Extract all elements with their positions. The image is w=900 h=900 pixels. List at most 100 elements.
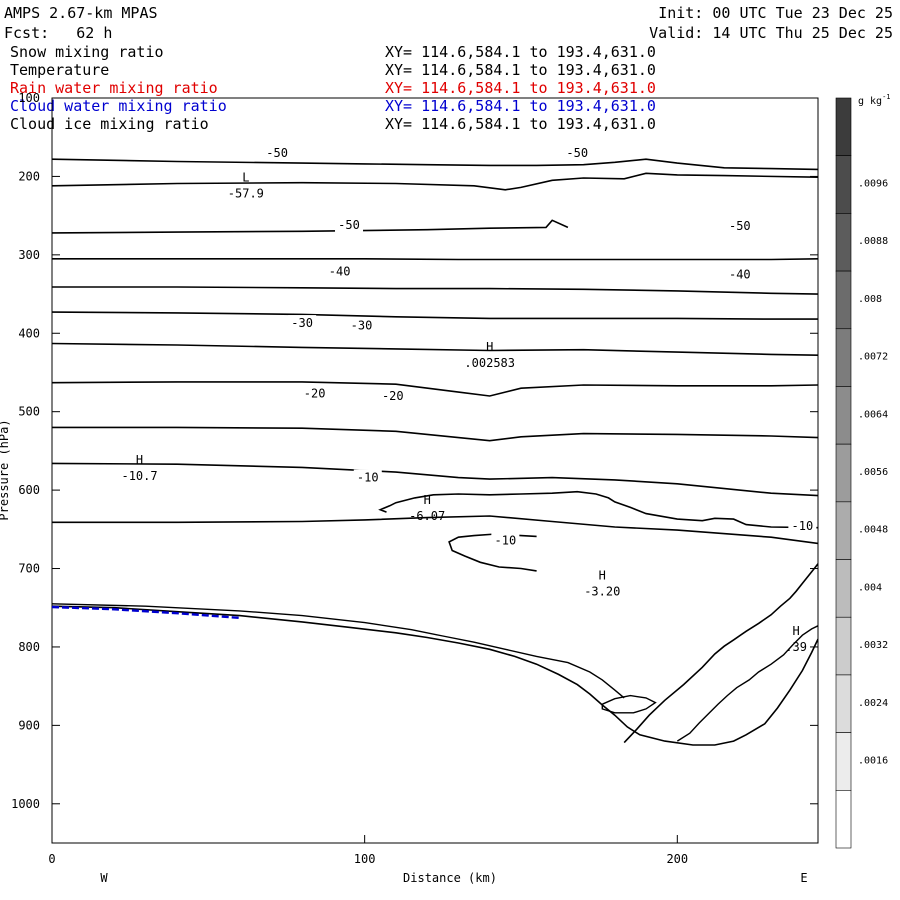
colorbar-unit: g kg-1 (858, 93, 891, 107)
contour-label-10: -10 (357, 471, 379, 485)
colorbar-label-7: .004 (858, 582, 882, 593)
contour-label-3: -50 (729, 219, 751, 233)
contour-label-bg-10 (353, 469, 382, 485)
colorbar-swatch-4 (835, 328, 852, 387)
surface-warm-contour (676, 625, 818, 742)
colorbar: .0096 .0088 .008 .0072 .0064 .0056 .0048 .004 .0… (835, 97, 888, 849)
cloud-water-contour (52, 605, 240, 620)
colorbar-swatch-8 (835, 559, 852, 618)
extremum-mark-4: H (599, 568, 606, 582)
y-tick-label-8: 900 (18, 718, 40, 732)
colorbar-swatch-12 (835, 790, 852, 849)
west-label: W (100, 871, 108, 885)
mountain-contour (623, 563, 818, 744)
colorbar-label-1: .0088 (858, 236, 888, 247)
contour-label-bg-6 (288, 315, 317, 331)
plot-frame (51, 97, 819, 844)
legend-label-snow: Snow mixing ratio (10, 43, 164, 61)
y-tick-label-4: 500 (18, 405, 40, 419)
colorbar-label-6: .0048 (858, 525, 888, 536)
contour-label-1: -50 (566, 146, 588, 160)
y-tick-label-2: 300 (18, 248, 40, 262)
contour-label-5: -40 (729, 267, 751, 281)
colorbar-unit-base: g kg (858, 96, 882, 107)
colorbar-swatch-1 (835, 155, 852, 214)
extremum-mark-1: H (486, 340, 493, 354)
y-tick-label-3: 400 (18, 326, 40, 340)
contour-label-0: -50 (266, 146, 288, 160)
y-axis-title: Pressure (hPa) (0, 419, 11, 520)
colorbar-label-0: .0096 (858, 179, 888, 190)
extremum-value-3: -6.07 (409, 509, 445, 523)
valid-time: Valid: 14 UTC Thu 25 Dec 25 (649, 24, 893, 42)
colorbar-label-5: .0056 (858, 467, 888, 478)
x-axis-title: Distance (km) (403, 871, 497, 885)
colorbar-swatch-7 (835, 501, 852, 560)
contour-label-bg-5 (725, 266, 754, 282)
contour-label-8: -20 (304, 387, 326, 401)
contour-label-bg-8 (300, 385, 329, 401)
isotherm-minus10-loop (378, 490, 818, 529)
isotherm-line-2 (52, 219, 569, 234)
plot-area: -50 -50 -50 -50 -40 -40 -30 -30 -20 -20 -10 -10 -10 L… (52, 144, 818, 746)
isotherm-line-6 (52, 342, 818, 356)
colorbar-swatch-5 (835, 386, 852, 445)
contour-label-12: -10 (792, 519, 814, 533)
legend-xy-rain: XY= 114.6,584.1 to 193.4,631.0 (385, 79, 656, 97)
contour-label-bg-4 (325, 263, 354, 279)
x-tick-label-2: 200 (666, 852, 688, 866)
y-tick-label-6: 700 (18, 562, 40, 576)
isotherm-line-1 (52, 172, 818, 191)
extremum-value-0: -57.9 (228, 187, 264, 201)
extremum-value-4: -3.20 (584, 584, 620, 598)
contour-label-bg-2 (335, 217, 364, 233)
legend-label-temperature: Temperature (10, 61, 109, 79)
contour-label-bg-7 (347, 317, 376, 333)
extremum-value-2: -10.7 (121, 469, 157, 483)
contour-label-bg-9 (378, 388, 407, 403)
colorbar-label-9: .0024 (858, 698, 888, 709)
colorbar-label-4: .0064 (858, 409, 888, 420)
contour-label-bg-11 (491, 532, 520, 548)
colorbar-label-2: .008 (858, 294, 882, 305)
colorbar-unit-exponent: -1 (882, 93, 890, 101)
legend-xy-temperature: XY= 114.6,584.1 to 193.4,631.0 (385, 61, 656, 79)
colorbar-label-3: .0072 (858, 352, 888, 363)
colorbar-swatch-9 (835, 616, 852, 676)
isotherm-line-4 (52, 286, 818, 295)
colorbar-label-10: .0016 (858, 755, 888, 766)
extremum-mark-5: H (792, 624, 799, 638)
legend-xy-cloud-ice: XY= 114.6,584.1 to 193.4,631.0 (385, 115, 656, 133)
y-tick-label-1: 200 (18, 169, 40, 183)
contour-label-9: -20 (382, 389, 404, 403)
isotherm-line-10 (52, 515, 818, 545)
isotherm-line-5 (52, 311, 818, 320)
legend-label-cloud-water: Cloud water mixing ratio (10, 97, 227, 115)
extremum-value-5: .39 (785, 640, 807, 654)
isotherm-line-8 (52, 426, 818, 442)
y-tick-label-0: 100 (18, 91, 40, 105)
contour-label-4: -40 (329, 264, 351, 278)
colorbar-swatch-6 (835, 443, 852, 503)
y-tick-label-9: 1000 (11, 797, 40, 811)
legend-xy-cloud-water: XY= 114.6,584.1 to 193.4,631.0 (385, 97, 656, 115)
field-legend: Snow mixing ratio XY= 114.6,584.1 to 193… (10, 43, 656, 133)
forecast-hour: Fcst: 62 h (4, 24, 112, 42)
isotherm-line-7 (52, 381, 818, 397)
contour-label-11: -10 (495, 533, 517, 547)
x-tick-label-1: 100 (354, 852, 376, 866)
small-closed-contour (601, 694, 657, 714)
isotherm-line-3 (52, 258, 818, 261)
extremum-value-1: .002583 (464, 356, 515, 370)
isotherm-line-0 (52, 158, 818, 171)
extremum-mark-3: H (424, 493, 431, 507)
isotherm-line-9 (52, 462, 818, 497)
contour-label-bg-3 (725, 217, 754, 233)
model-title: AMPS 2.67-km MPAS (4, 4, 158, 22)
colorbar-label-8: .0032 (858, 640, 888, 651)
legend-label-rain: Rain water mixing ratio (10, 79, 218, 97)
colorbar-swatch-2 (835, 213, 852, 272)
contour-label-bg-12 (788, 518, 817, 534)
y-tick-label-7: 800 (18, 640, 40, 654)
